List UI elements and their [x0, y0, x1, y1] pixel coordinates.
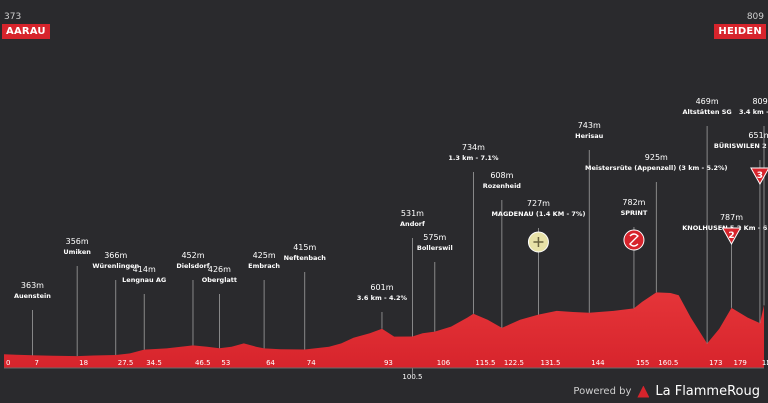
x-tick-label: 100.5: [402, 373, 422, 381]
x-tick-label: 115.5: [475, 359, 495, 367]
x-tick-label: 46.5: [195, 359, 211, 367]
annotation-name: Lengnau AG: [122, 276, 166, 284]
annotation-altitude: 469m: [696, 97, 719, 106]
kom-category-label: 3: [757, 171, 763, 181]
kom-category-label: 2: [728, 231, 734, 241]
x-tick-label: 93: [384, 359, 393, 367]
x-tick-label: 7: [34, 359, 38, 367]
x-tick-label: 64: [266, 359, 275, 367]
annotation-name: Würenlingen: [92, 262, 139, 270]
annotation-altitude: 925m: [645, 153, 668, 162]
x-tick-label: 173: [709, 359, 722, 367]
annotation-name: Meistersrüte (Appenzell) (3 km - 5.2%): [585, 164, 728, 172]
annotation-name: Neftenbach: [284, 254, 327, 262]
kom-category-icon: [721, 227, 742, 246]
finish-town-badge: HEIDEN: [714, 24, 766, 39]
start-altitude: 373: [4, 12, 22, 22]
annotation-altitude: 601m: [370, 283, 393, 292]
x-tick-label: 53: [221, 359, 230, 367]
finish-altitude: 809: [746, 12, 764, 22]
annotation-name: Umiken: [63, 248, 91, 256]
x-tick-label: 144: [591, 359, 605, 367]
annotation-altitude: 782m: [622, 198, 645, 207]
annotation-altitude: 415m: [293, 243, 316, 252]
annotation-name: 1.3 km - 7.1%: [448, 154, 499, 162]
annotation-altitude: 531m: [401, 209, 424, 218]
powered-by-label: Powered by: [573, 386, 632, 397]
sprint-symbol: [628, 233, 639, 247]
annotation-name: SPRINT: [621, 209, 648, 217]
annotation-altitude: 452m: [181, 251, 204, 260]
x-tick-label: 106: [437, 359, 451, 367]
x-tick-label: 179: [733, 359, 746, 367]
annotation-altitude: 575m: [423, 233, 446, 242]
annotation-altitude: 734m: [462, 143, 485, 152]
feed-zone-symbol: [533, 237, 544, 247]
annotation-name: Embrach: [248, 262, 280, 270]
annotation-altitude: 651m: [748, 131, 768, 140]
annotation-name: Dielsdorf: [176, 262, 209, 270]
x-tick-label: 27.5: [118, 359, 134, 367]
x-tick-label: 186: [762, 359, 768, 367]
x-tick-label: 122.5: [504, 359, 524, 367]
annotation-altitude: 787m: [720, 213, 743, 222]
x-tick-label: 18: [79, 359, 88, 367]
annotation-name: MAGDENAU (1.4 KM - 7%): [491, 210, 585, 218]
annotation-name: 3.6 km - 4.2%: [357, 294, 408, 302]
annotation-name: BÜRISWILEN 2 Km - 6.9%: [714, 141, 768, 150]
annotation-name: Rozenheid: [483, 182, 522, 190]
footer: Powered by La FlammeRoug: [573, 384, 760, 399]
x-tick-label: 74: [307, 359, 316, 367]
annotation-name: Andorf: [400, 220, 425, 228]
annotation-altitude: 727m: [527, 199, 550, 208]
x-tick-label: 160.5: [658, 359, 678, 367]
profile-area: [4, 292, 764, 368]
annotation-name: Herisau: [575, 132, 604, 140]
annotation-altitude: 425m: [253, 251, 276, 260]
annotation-altitude: 743m: [578, 121, 601, 130]
brand-name: La FlammeRoug: [655, 384, 760, 399]
annotation-name: Auenstein: [14, 292, 51, 300]
annotation-altitude: 356m: [66, 237, 89, 246]
kom-category-icon: [750, 167, 768, 186]
annotation-altitude: 414m: [133, 265, 156, 274]
annotation-altitude: 809m: [752, 97, 768, 106]
x-tick-label: 187: [766, 359, 768, 367]
annotation-name: Altstätten SG: [682, 108, 731, 116]
annotation-name: Bollerswil: [417, 244, 453, 252]
annotation-altitude: 426m: [208, 265, 231, 274]
x-tick-label: 155: [636, 359, 649, 367]
x-tick-label: 131.5: [540, 359, 560, 367]
annotation-altitude: 608m: [490, 171, 513, 180]
annotation-name: 3.4 km - 5.3%: [739, 108, 768, 116]
annotation-altitude: 366m: [104, 251, 127, 260]
annotation-altitude: 363m: [21, 281, 44, 290]
x-tick-label: 34.5: [146, 359, 162, 367]
x-tick-label: 0: [6, 359, 10, 367]
annotation-name: Oberglatt: [202, 276, 237, 284]
start-town-badge: AARAU: [2, 24, 50, 39]
flame-logo-icon: [637, 385, 650, 398]
